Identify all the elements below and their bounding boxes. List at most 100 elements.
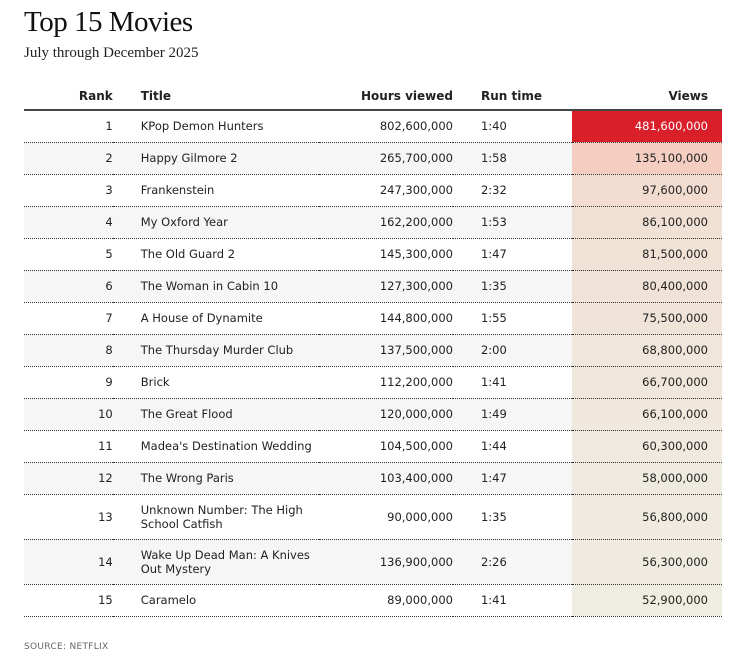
runtime-cell: 2:26 xyxy=(452,539,573,585)
hours-cell: 90,000,000 xyxy=(319,494,453,540)
table-row: 13 Unknown Number: The High School Catfis… xyxy=(24,494,722,540)
rank-cell: 1 xyxy=(24,110,113,143)
rank-cell: 11 xyxy=(24,430,113,463)
title-cell: My Oxford Year xyxy=(112,206,320,239)
header-rank: Rank xyxy=(24,82,113,111)
rank-cell: 5 xyxy=(24,238,113,271)
table-row: 5 The Old Guard 2 145,300,000 1:47 81,500,00… xyxy=(24,238,722,271)
hours-cell: 89,000,000 xyxy=(319,584,453,617)
table-row: 1 KPop Demon Hunters 802,600,000 1:40 481,60… xyxy=(24,110,722,143)
hours-cell: 265,700,000 xyxy=(319,142,453,175)
hours-cell: 103,400,000 xyxy=(319,462,453,495)
runtime-cell: 1:49 xyxy=(452,398,573,431)
views-cell: 86,100,000 xyxy=(572,206,722,239)
title-cell: The Thursday Murder Club xyxy=(112,334,320,367)
rank-cell: 7 xyxy=(24,302,113,335)
source-note: SOURCE: NETFLIX xyxy=(24,642,109,652)
views-cell: 56,300,000 xyxy=(572,539,722,585)
rank-cell: 14 xyxy=(24,539,113,585)
views-cell: 56,800,000 xyxy=(572,494,722,540)
runtime-cell: 2:00 xyxy=(452,334,573,367)
views-cell: 66,100,000 xyxy=(572,398,722,431)
views-cell: 481,600,000 xyxy=(572,110,722,143)
rank-cell: 2 xyxy=(24,142,113,175)
table-row: 11 Madea's Destination Wedding 104,500,000… xyxy=(24,430,722,463)
views-cell: 52,900,000 xyxy=(572,584,722,617)
table-header: Rank Title Hours viewed Run time Views xyxy=(24,82,722,111)
views-cell: 80,400,000 xyxy=(572,270,722,303)
runtime-cell: 1:44 xyxy=(452,430,573,463)
title-cell: The Old Guard 2 xyxy=(112,238,320,271)
views-cell: 60,300,000 xyxy=(572,430,722,463)
table-row: 4 My Oxford Year 162,200,000 1:53 86,100,000 xyxy=(24,206,722,239)
runtime-cell: 1:58 xyxy=(452,142,573,175)
runtime-cell: 2:32 xyxy=(452,174,573,207)
hours-cell: 162,200,000 xyxy=(319,206,453,239)
table-row: 9 Brick 112,200,000 1:41 66,700,000 xyxy=(24,366,722,399)
page-subtitle: July through December 2025 xyxy=(24,45,199,61)
rank-cell: 4 xyxy=(24,206,113,239)
runtime-cell: 1:47 xyxy=(452,462,573,495)
title-cell: Brick xyxy=(112,366,320,399)
title-cell: A House of Dynamite xyxy=(112,302,320,335)
table-row: 6 The Woman in Cabin 10 127,300,000 1:35 80,… xyxy=(24,270,722,303)
views-cell: 75,500,000 xyxy=(572,302,722,335)
views-cell: 58,000,000 xyxy=(572,462,722,495)
title-cell: Happy Gilmore 2 xyxy=(112,142,320,175)
title-cell: The Great Flood xyxy=(112,398,320,431)
rank-cell: 13 xyxy=(24,494,113,540)
views-cell: 68,800,000 xyxy=(572,334,722,367)
views-cell: 66,700,000 xyxy=(572,366,722,399)
page-title: Top 15 Movies xyxy=(24,6,193,38)
rank-cell: 3 xyxy=(24,174,113,207)
title-cell: Frankenstein xyxy=(112,174,320,207)
table-row: 15 Caramelo 89,000,000 1:41 52,900,000 xyxy=(24,584,722,617)
views-cell: 97,600,000 xyxy=(572,174,722,207)
views-cell: 135,100,000 xyxy=(572,142,722,175)
runtime-cell: 1:35 xyxy=(452,270,573,303)
table-row: 14 Wake Up Dead Man: A Knives Out Mystery… xyxy=(24,539,722,585)
hours-cell: 112,200,000 xyxy=(319,366,453,399)
table-row: 10 The Great Flood 120,000,000 1:49 66,100,0… xyxy=(24,398,722,431)
table-row: 3 Frankenstein 247,300,000 2:32 97,600,000 xyxy=(24,174,722,207)
movies-table: Rank Title Hours viewed Run time Views 1… xyxy=(24,82,722,617)
header-title: Title xyxy=(112,82,320,111)
hours-cell: 136,900,000 xyxy=(319,539,453,585)
runtime-cell: 1:55 xyxy=(452,302,573,335)
header-views: Views xyxy=(572,82,722,111)
hours-cell: 127,300,000 xyxy=(319,270,453,303)
hours-cell: 145,300,000 xyxy=(319,238,453,271)
rank-cell: 12 xyxy=(24,462,113,495)
header-runtime: Run time xyxy=(452,82,573,111)
table-row: 8 The Thursday Murder Club 137,500,000 2:00… xyxy=(24,334,722,367)
rank-cell: 15 xyxy=(24,584,113,617)
title-cell: Wake Up Dead Man: A Knives Out Mystery xyxy=(112,539,320,585)
rank-cell: 10 xyxy=(24,398,113,431)
hours-cell: 247,300,000 xyxy=(319,174,453,207)
hours-cell: 144,800,000 xyxy=(319,302,453,335)
runtime-cell: 1:41 xyxy=(452,366,573,399)
title-cell: KPop Demon Hunters xyxy=(112,110,320,143)
title-cell: The Wrong Paris xyxy=(112,462,320,495)
hours-cell: 802,600,000 xyxy=(319,110,453,143)
title-cell: Unknown Number: The High School Catfish xyxy=(112,494,320,540)
title-cell: Caramelo xyxy=(112,584,320,617)
runtime-cell: 1:40 xyxy=(452,110,573,143)
hours-cell: 104,500,000 xyxy=(319,430,453,463)
header-hours: Hours viewed xyxy=(319,82,453,111)
views-cell: 81,500,000 xyxy=(572,238,722,271)
rank-cell: 8 xyxy=(24,334,113,367)
title-cell: The Woman in Cabin 10 xyxy=(112,270,320,303)
table-row: 2 Happy Gilmore 2 265,700,000 1:58 135,100,0… xyxy=(24,142,722,175)
title-cell: Madea's Destination Wedding xyxy=(112,430,320,463)
runtime-cell: 1:47 xyxy=(452,238,573,271)
runtime-cell: 1:53 xyxy=(452,206,573,239)
runtime-cell: 1:35 xyxy=(452,494,573,540)
hours-cell: 137,500,000 xyxy=(319,334,453,367)
hours-cell: 120,000,000 xyxy=(319,398,453,431)
table-row: 12 The Wrong Paris 103,400,000 1:47 58,000,0… xyxy=(24,462,722,495)
runtime-cell: 1:41 xyxy=(452,584,573,617)
rank-cell: 9 xyxy=(24,366,113,399)
rank-cell: 6 xyxy=(24,270,113,303)
